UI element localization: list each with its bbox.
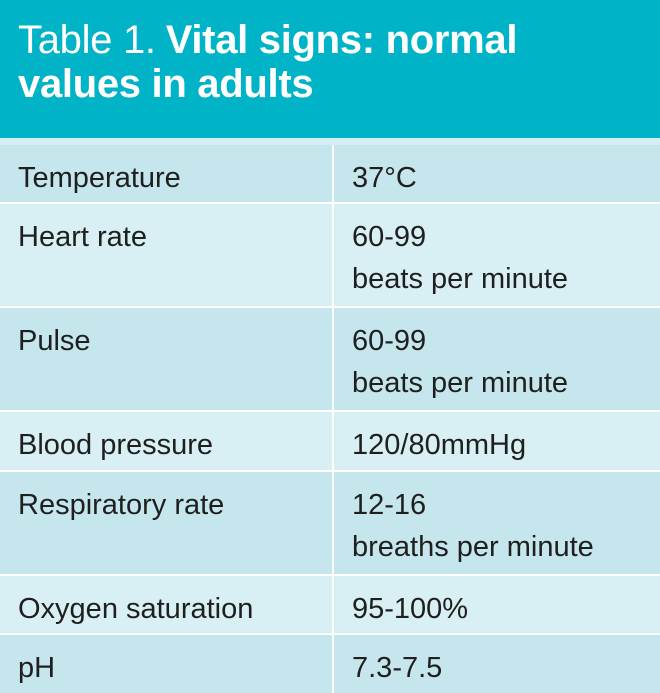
row-value-line: 37°C [352, 162, 417, 194]
table-row-oxygen-saturation: Oxygen saturation 95-100% [0, 576, 660, 635]
table-title: Table 1. Vital signs: normal values in ad… [18, 18, 642, 106]
table-row-temperature: Temperature 37°C [0, 145, 660, 204]
row-label: Oxygen saturation [0, 576, 334, 633]
row-value-line: 60-99 [352, 221, 427, 253]
row-label: Heart rate [0, 204, 334, 306]
row-value: 120/80mmHg [334, 412, 660, 470]
row-label: pH [0, 635, 334, 693]
table-caption: Vital signs: normal values in adults [18, 18, 518, 106]
table-body: Temperature 37°C Heart rate 60-99 beats … [0, 145, 660, 693]
row-value-line: 120/80mmHg [352, 429, 527, 461]
table-row-respiratory-rate: Respiratory rate 12-16 breaths per minut… [0, 472, 660, 576]
row-value: 95-100% [334, 576, 660, 633]
row-value: 7.3-7.5 [334, 635, 660, 693]
table-header: Table 1. Vital signs: normal values in ad… [0, 0, 660, 138]
row-value-unit: beats per minute [352, 367, 569, 399]
row-label: Pulse [0, 308, 334, 410]
table-number: Table 1. [18, 18, 156, 62]
row-value-line: 60-99 [352, 325, 427, 357]
row-label: Respiratory rate [0, 472, 334, 574]
row-value-unit: breaths per minute [352, 531, 594, 563]
table-row-blood-pressure: Blood pressure 120/80mmHg [0, 412, 660, 472]
table-row-heart-rate: Heart rate 60-99 beats per minute [0, 204, 660, 308]
row-value-line: 12-16 [352, 489, 427, 521]
row-value-unit: beats per minute [352, 263, 569, 295]
row-value-line: 7.3-7.5 [352, 652, 443, 684]
row-label: Blood pressure [0, 412, 334, 470]
row-value: 12-16 breaths per minute [334, 472, 660, 574]
row-value-line: 95-100% [352, 593, 469, 625]
row-value: 60-99 beats per minute [334, 308, 660, 410]
row-value: 60-99 beats per minute [334, 204, 660, 306]
row-label: Temperature [0, 145, 334, 202]
table-row-ph: pH 7.3-7.5 [0, 635, 660, 693]
row-value: 37°C [334, 145, 660, 202]
table-row-pulse: Pulse 60-99 beats per minute [0, 308, 660, 412]
